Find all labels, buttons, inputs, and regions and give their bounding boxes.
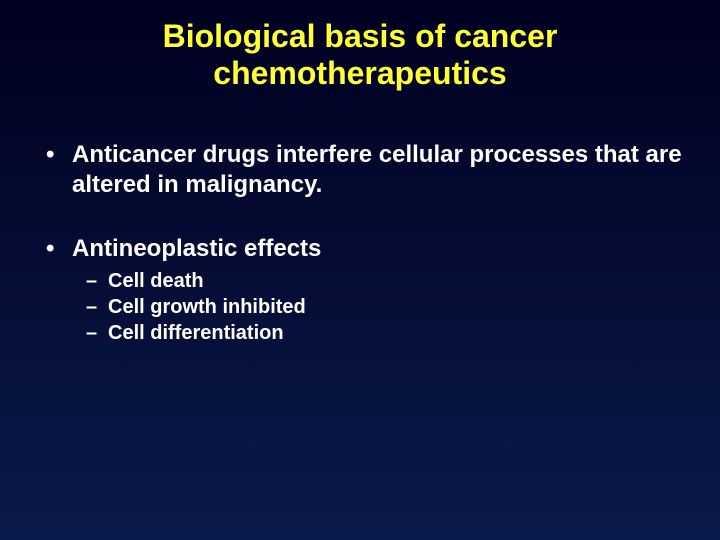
slide: Biological basis of cancer chemotherapeu… <box>0 0 720 540</box>
sub-bullet-text: Cell growth inhibited <box>108 296 306 318</box>
sub-bullet-item: Cell growth inhibited <box>72 294 684 320</box>
sub-bullet-text: Cell differentiation <box>108 322 284 344</box>
title-line-1: Biological basis of cancer <box>163 18 558 54</box>
title-line-2: chemotherapeutics <box>213 55 506 91</box>
slide-body: Anticancer drugs interfere cellular proc… <box>0 92 720 346</box>
bullet-list: Anticancer drugs interfere cellular proc… <box>36 140 684 346</box>
bullet-text: Antineoplastic effects <box>72 235 321 262</box>
bullet-item: Anticancer drugs interfere cellular proc… <box>36 140 684 200</box>
sub-bullet-list: Cell death Cell growth inhibited Cell di… <box>72 268 684 346</box>
sub-bullet-item: Cell differentiation <box>72 320 684 346</box>
bullet-text: Anticancer drugs interfere cellular proc… <box>72 141 682 198</box>
sub-bullet-text: Cell death <box>108 270 204 292</box>
slide-title: Biological basis of cancer chemotherapeu… <box>0 0 720 92</box>
sub-bullet-item: Cell death <box>72 268 684 294</box>
bullet-item: Antineoplastic effects Cell death Cell g… <box>36 234 684 346</box>
